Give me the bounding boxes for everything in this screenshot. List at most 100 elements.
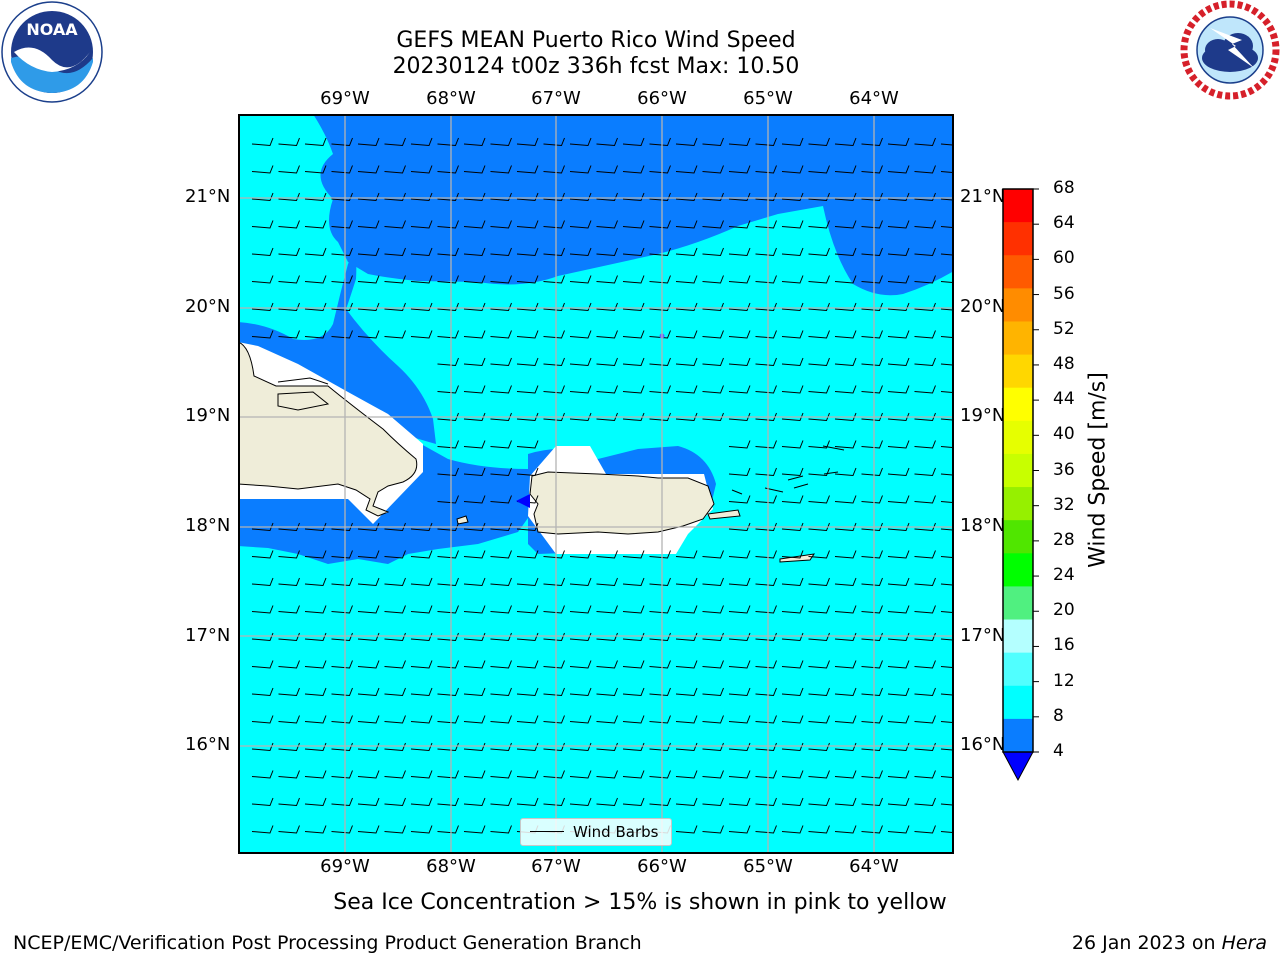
wind-barb (410, 797, 433, 807)
wind-barb (834, 440, 857, 449)
land-puerto-rico (529, 471, 715, 535)
wind-barb (861, 522, 883, 532)
wind-barb (278, 275, 300, 284)
wind-barb (490, 412, 512, 422)
footer-left: NCEP/EMC/Verification Post Processing Pr… (13, 932, 642, 954)
wind-barb (357, 220, 380, 229)
wind-barb (702, 605, 724, 614)
wind-barb (834, 330, 857, 339)
colorbar-segment (1003, 321, 1033, 356)
ocean-dark-region-north (313, 114, 954, 296)
wind-barb (675, 797, 698, 807)
wind-barb (622, 385, 645, 394)
wind-barb (702, 192, 724, 202)
lat-label-right: 19°N (960, 405, 1006, 426)
colorbar-segment (1003, 189, 1033, 223)
wind-barb (543, 165, 565, 174)
wind-barb (516, 577, 539, 587)
wind-barb (728, 357, 751, 367)
wind-barb (861, 330, 883, 339)
wind-barb (914, 412, 936, 422)
wind-barb (437, 330, 459, 339)
wind-barb (728, 220, 751, 229)
wind-barb (490, 715, 512, 724)
wind-barb (887, 330, 910, 339)
wind-barb (675, 412, 698, 422)
wind-barb (437, 605, 459, 614)
wind-barb (490, 192, 512, 202)
wind-barb (887, 660, 910, 669)
wind-barb (940, 253, 954, 256)
wind-barb (596, 550, 618, 559)
wind-barb (357, 275, 380, 284)
wind-barb (622, 412, 645, 422)
wind-barb (278, 247, 300, 257)
wind-barb (490, 495, 512, 504)
wind-barb (304, 715, 327, 724)
footer-date: 26 Jan 2023 on (1071, 932, 1222, 954)
wind-barb (834, 495, 857, 504)
colorbar-tick-label: 16 (1053, 635, 1075, 656)
wind-barb (808, 357, 830, 367)
wind-barb (781, 797, 804, 807)
wind-barb (649, 247, 671, 257)
wind-barb (808, 440, 830, 449)
wind-barb (914, 330, 936, 339)
wind-barb (808, 192, 830, 202)
wind-barb (675, 165, 698, 174)
land-vieques (707, 509, 741, 520)
wind-barb (596, 797, 618, 807)
land-hispaniola-peninsula (277, 391, 330, 411)
wind-barb (728, 605, 751, 614)
wind-barb (649, 577, 671, 587)
wind-barb (251, 165, 274, 174)
wind-barb (755, 330, 777, 339)
wind-barb (940, 583, 954, 586)
wind-barb (278, 137, 300, 147)
wind-barb (596, 165, 618, 174)
wind-barb (384, 550, 406, 559)
wind-barb (463, 605, 486, 614)
wind-barb (914, 440, 936, 449)
wind-barb (887, 687, 910, 697)
wind-barb (940, 473, 954, 476)
wind-barb (437, 412, 459, 422)
wind-barb (384, 660, 406, 669)
wind-barb (516, 412, 539, 422)
wind-barb (728, 440, 751, 449)
wind-barb (675, 660, 698, 669)
wind-barb (516, 440, 539, 449)
wind-barb (331, 660, 353, 669)
wind-barb (861, 577, 883, 587)
wind-barb (702, 137, 724, 147)
wind-barb (808, 715, 830, 724)
land-hispaniola (238, 341, 418, 517)
wind-barb (437, 220, 459, 229)
wind-barb (543, 247, 565, 257)
graticule (238, 114, 954, 854)
wind-barb (543, 192, 565, 202)
wind-barb (357, 137, 380, 147)
wind-barb (437, 770, 459, 779)
lon-label-bottom: 67°W (531, 856, 581, 877)
wind-barb (940, 446, 954, 449)
wind-barb (622, 770, 645, 779)
wind-barb (675, 330, 698, 339)
wind-barb (728, 577, 751, 587)
wind-barb (834, 412, 857, 422)
wind-barb (728, 687, 751, 697)
colorbar-segment (1003, 586, 1033, 621)
wind-barb (675, 577, 698, 587)
nws-logo (1180, 0, 1280, 100)
wind-barb (781, 137, 804, 147)
colorbar-segment (1003, 288, 1033, 322)
wind-barb (781, 495, 804, 504)
wind-barb (251, 192, 274, 202)
wind-barb (808, 577, 830, 587)
wind-barb (914, 247, 936, 257)
wind-barb (887, 797, 910, 807)
wind-barb (622, 247, 645, 257)
wind-barb (516, 770, 539, 779)
wind-barb (569, 660, 592, 669)
wind-barb (331, 825, 353, 834)
